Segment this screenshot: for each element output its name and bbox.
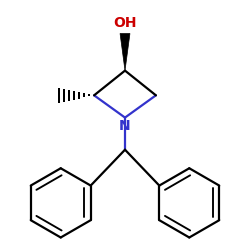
Text: OH: OH [113,16,137,30]
Polygon shape [120,34,130,70]
Text: N: N [119,119,131,133]
